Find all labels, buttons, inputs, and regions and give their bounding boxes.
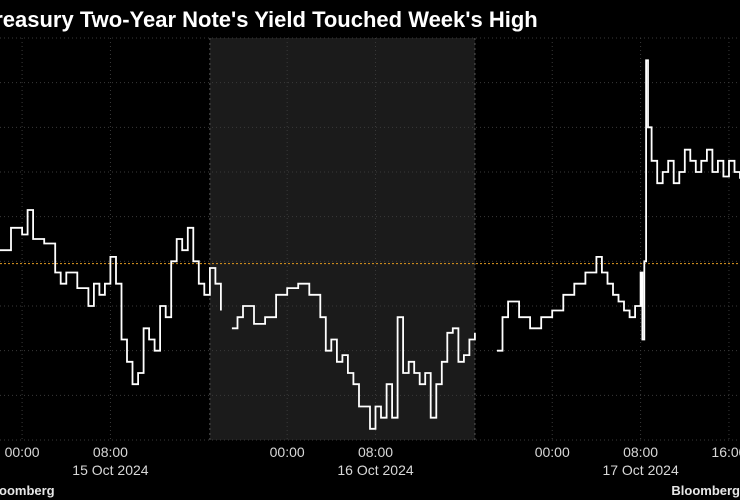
date-label: 16 Oct 2024: [337, 462, 413, 478]
chart-title: Treasury Two-Year Note's Yield Touched W…: [0, 7, 538, 32]
source-label: Bloomberg: [0, 483, 55, 498]
yield-series-line: [0, 209, 222, 386]
yield-series-line: [497, 59, 740, 352]
x-tick-label: 08:00: [93, 444, 128, 460]
x-tick-label: 00:00: [270, 444, 305, 460]
x-tick-label: 00:00: [5, 444, 40, 460]
brand-logo: Bloomberg: [671, 483, 740, 498]
yield-series-line: [231, 282, 476, 430]
x-tick-label: 08:00: [623, 444, 658, 460]
date-label: 15 Oct 2024: [72, 462, 148, 478]
x-tick-label: 08:00: [358, 444, 393, 460]
x-tick-label: 16:00: [711, 444, 740, 460]
date-label: 17 Oct 2024: [602, 462, 678, 478]
x-tick-label: 00:00: [535, 444, 570, 460]
shaded-session: [209, 38, 475, 440]
